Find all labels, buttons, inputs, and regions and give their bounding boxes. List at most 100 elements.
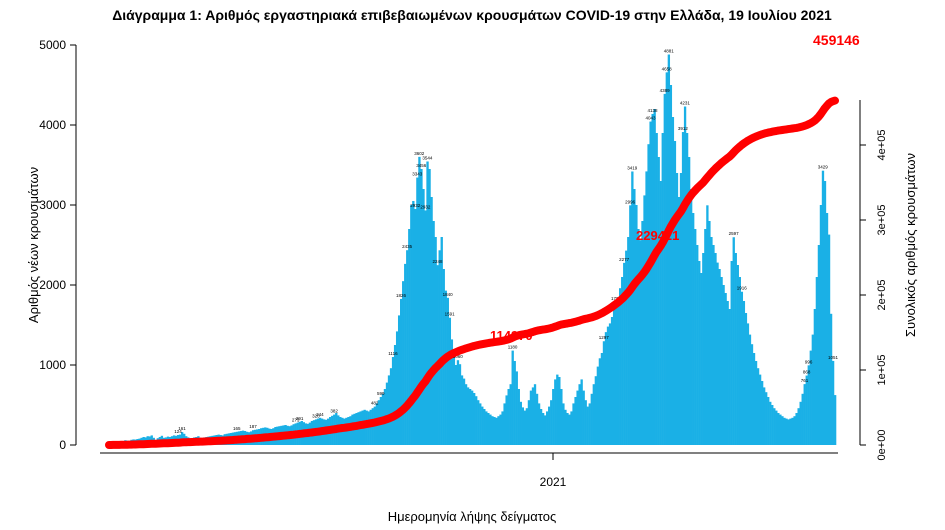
daily-bar <box>602 341 606 445</box>
daily-bar <box>416 177 419 445</box>
daily-bar <box>543 415 547 445</box>
daily-bar <box>503 403 506 445</box>
daily-bar <box>412 201 415 445</box>
daily-bar <box>436 265 439 445</box>
daily-bar <box>604 332 608 445</box>
daily-bar <box>777 413 780 445</box>
annotation-459146: 459146 <box>813 32 860 48</box>
right-tick-label: 1e+05 <box>876 355 888 386</box>
daily-bar <box>763 387 766 445</box>
x-axis-label: Ημερομηνία λήψης δείγματος <box>388 509 557 524</box>
daily-bar <box>499 414 502 445</box>
daily-bar <box>580 379 583 445</box>
bar-value-label: 3429 <box>818 165 829 170</box>
daily-bar <box>767 397 770 445</box>
daily-bar <box>649 121 652 445</box>
daily-bar <box>568 414 571 445</box>
daily-bar <box>651 113 654 446</box>
daily-bar <box>679 173 683 445</box>
daily-bar <box>428 169 431 445</box>
daily-bar <box>552 389 555 445</box>
daily-bar <box>497 416 500 445</box>
daily-bar <box>779 414 782 445</box>
daily-bar <box>720 277 723 445</box>
right-tick-label: 3e+05 <box>876 205 888 236</box>
daily-bar <box>610 317 614 445</box>
daily-bar <box>460 375 464 445</box>
bar-value-label: 3456 <box>416 163 427 168</box>
daily-bar <box>754 361 758 445</box>
daily-bar <box>730 261 733 445</box>
bar-value-label: 3544 <box>422 155 433 160</box>
daily-bar <box>629 205 632 445</box>
daily-bar <box>803 384 806 445</box>
daily-bar <box>489 414 492 445</box>
daily-bar <box>477 400 480 445</box>
daily-bar <box>645 171 648 445</box>
daily-bar <box>685 133 689 445</box>
daily-bar <box>627 237 630 445</box>
daily-bar <box>781 416 784 445</box>
daily-bar <box>535 393 539 445</box>
daily-bar <box>787 419 790 445</box>
daily-bar <box>639 240 642 445</box>
daily-bar <box>789 418 792 445</box>
daily-bar <box>434 237 437 445</box>
bar-value-label: 161 <box>178 426 186 431</box>
daily-bar <box>815 277 819 445</box>
daily-bar <box>797 408 800 445</box>
daily-bar <box>775 410 778 445</box>
bar-value-label: 1840 <box>443 292 454 297</box>
daily-bar <box>748 334 752 445</box>
daily-bar <box>643 195 646 445</box>
daily-bar <box>673 141 677 445</box>
annotation-114970: 114970 <box>490 328 533 343</box>
daily-bar <box>667 54 671 446</box>
daily-bar <box>669 85 673 445</box>
daily-bar <box>387 375 391 445</box>
daily-bar <box>466 387 470 445</box>
daily-bar <box>621 277 624 445</box>
daily-bar <box>574 397 577 445</box>
daily-bar <box>408 229 411 445</box>
daily-bar <box>623 262 626 445</box>
left-tick-label: 0 <box>59 438 66 452</box>
daily-bar <box>481 406 484 445</box>
daily-bar <box>400 298 403 445</box>
bar-value-label: 3602 <box>414 151 425 156</box>
daily-bar <box>541 413 545 445</box>
bar-value-label: 1297 <box>599 335 610 340</box>
daily-bar <box>612 307 616 445</box>
daily-bar <box>702 253 705 445</box>
daily-bar <box>671 117 675 445</box>
daily-bar <box>582 390 585 445</box>
daily-bar <box>517 389 520 445</box>
daily-bar <box>714 253 717 445</box>
daily-bar <box>817 245 821 445</box>
daily-bar <box>590 393 593 445</box>
daily-bar <box>473 393 476 445</box>
bar-value-label: 273 <box>292 417 300 422</box>
bar-value-label: 382 <box>330 409 338 414</box>
daily-bar <box>732 237 735 445</box>
daily-bar <box>708 221 711 445</box>
daily-bar <box>584 400 587 445</box>
daily-bar <box>683 106 687 446</box>
bar-value-label: 3419 <box>627 165 638 170</box>
daily-bar <box>716 262 719 445</box>
annotation-229421: 229421 <box>636 228 679 243</box>
daily-bar <box>531 387 535 445</box>
daily-bar <box>631 171 634 446</box>
daily-bar <box>554 379 557 445</box>
daily-bar <box>738 277 741 445</box>
daily-bar <box>566 413 569 445</box>
daily-bar <box>829 313 833 445</box>
bar-value-label: 4043 <box>645 116 656 121</box>
daily-bar <box>548 406 551 445</box>
daily-bar <box>485 411 488 445</box>
daily-bar <box>616 297 620 445</box>
daily-bar <box>736 265 739 445</box>
daily-bar <box>633 189 636 445</box>
daily-bar <box>659 181 662 445</box>
